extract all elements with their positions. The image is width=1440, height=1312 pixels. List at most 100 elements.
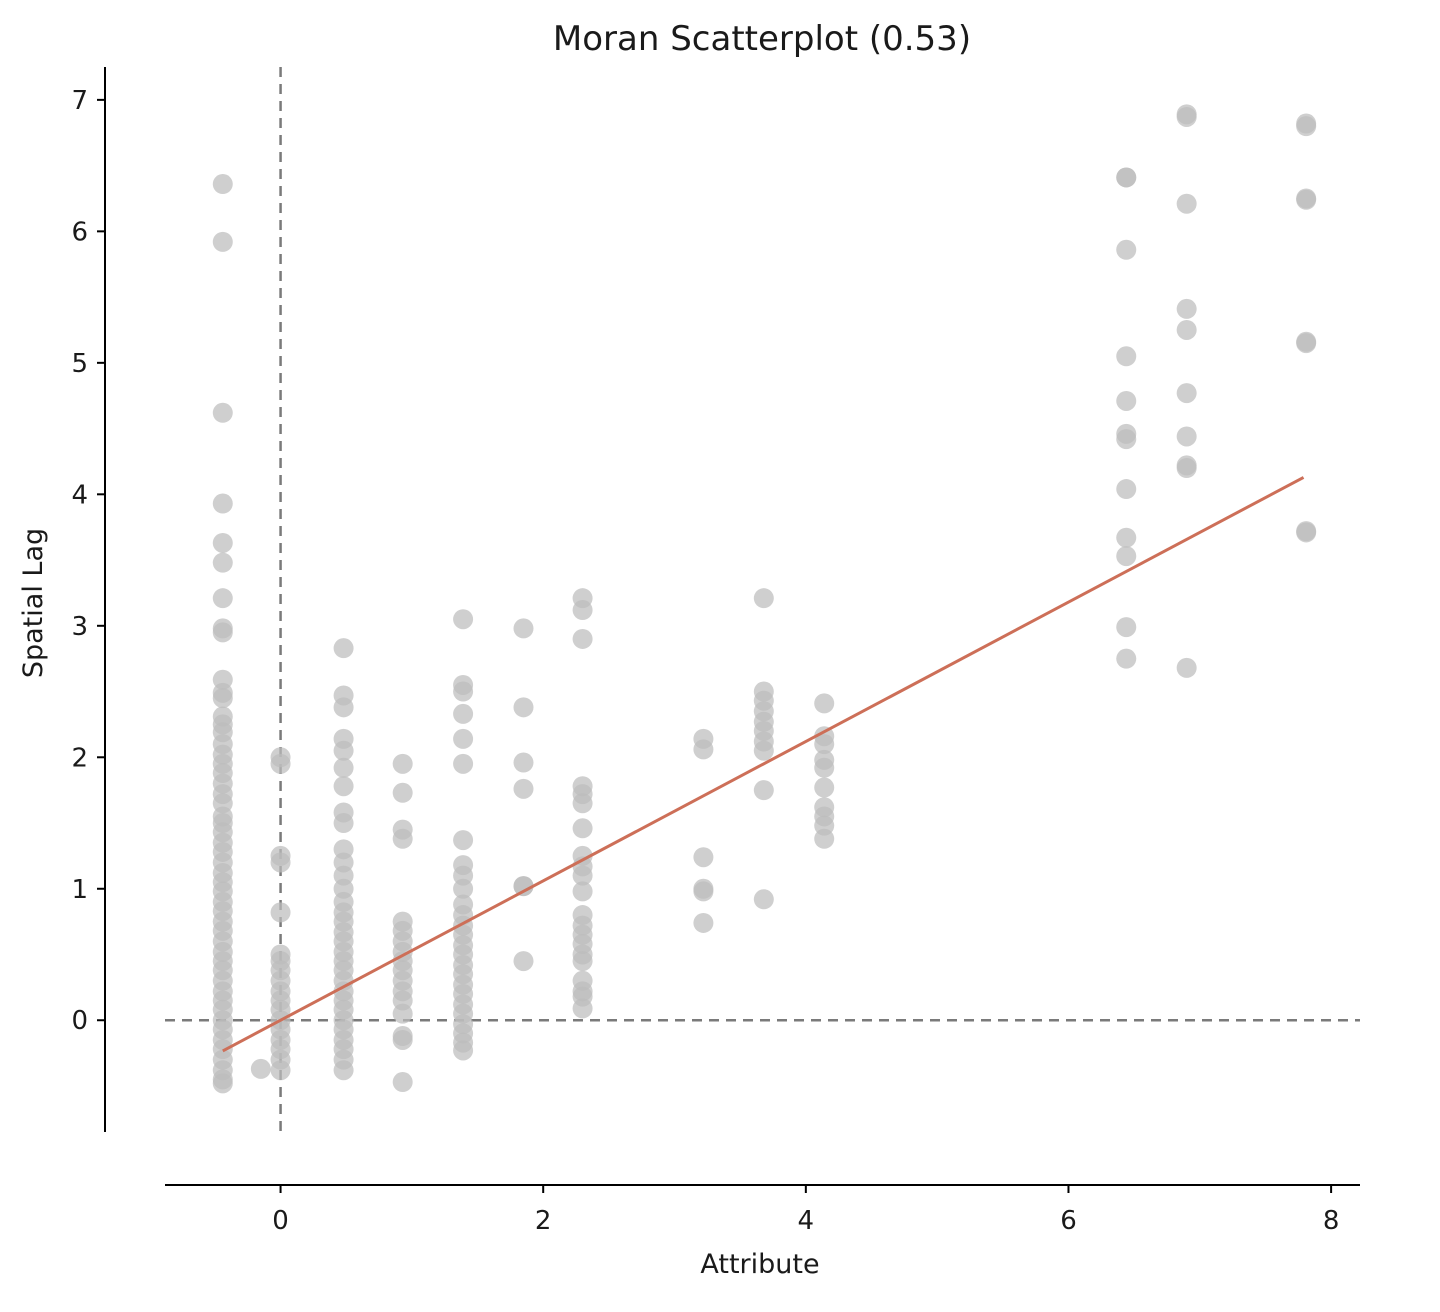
x-axis-label: Attribute xyxy=(700,1249,819,1280)
data-point xyxy=(453,681,474,702)
chart-title: Moran Scatterplot (0.53) xyxy=(553,19,971,59)
data-point xyxy=(453,753,474,774)
data-point xyxy=(693,912,714,933)
data-point xyxy=(453,703,474,724)
y-tick-label: 0 xyxy=(71,1006,88,1036)
data-point xyxy=(333,1060,354,1081)
data-point xyxy=(212,622,233,643)
data-point xyxy=(1176,106,1197,127)
data-point xyxy=(753,889,774,910)
data-point xyxy=(1176,319,1197,340)
data-point xyxy=(212,402,233,423)
data-point xyxy=(270,1060,291,1081)
x-tick-label: 0 xyxy=(272,1206,289,1236)
data-point xyxy=(1296,522,1317,543)
data-point xyxy=(693,881,714,902)
regression-line xyxy=(222,476,1305,1053)
data-point xyxy=(1116,390,1137,411)
data-point xyxy=(453,728,474,749)
data-point xyxy=(513,778,534,799)
data-point xyxy=(814,777,835,798)
data-point xyxy=(753,780,774,801)
data-point xyxy=(572,628,593,649)
data-point xyxy=(1176,193,1197,214)
data-point xyxy=(212,688,233,709)
y-tick-label: 4 xyxy=(71,480,88,510)
data-point xyxy=(212,493,233,514)
x-tick-label: 2 xyxy=(535,1206,552,1236)
data-point xyxy=(572,600,593,621)
data-point xyxy=(333,638,354,659)
data-point xyxy=(814,828,835,849)
data-point xyxy=(1296,189,1317,210)
data-point xyxy=(814,734,835,755)
data-point xyxy=(453,878,474,899)
data-point xyxy=(572,881,593,902)
data-point xyxy=(212,588,233,609)
data-point xyxy=(1176,383,1197,404)
data-point xyxy=(392,1029,413,1050)
data-point xyxy=(1116,617,1137,638)
data-point xyxy=(270,753,291,774)
y-tick-label: 7 xyxy=(71,86,88,116)
x-ticks: 0 2 4 6 8 xyxy=(272,1185,1339,1236)
data-point xyxy=(333,740,354,761)
data-point xyxy=(693,847,714,868)
data-point xyxy=(572,951,593,972)
x-tick-label: 4 xyxy=(798,1206,815,1236)
data-point xyxy=(1116,527,1137,548)
data-point xyxy=(1116,346,1137,367)
data-point xyxy=(392,782,413,803)
data-point xyxy=(753,740,774,761)
data-point xyxy=(1296,116,1317,137)
scatter-points xyxy=(212,104,1317,1094)
data-point xyxy=(1296,333,1317,354)
data-point xyxy=(392,1003,413,1024)
data-point xyxy=(333,813,354,834)
data-point xyxy=(212,532,233,553)
data-point xyxy=(392,753,413,774)
data-point xyxy=(333,776,354,797)
y-ticks: 0 1 2 3 4 5 6 7 xyxy=(71,86,105,1036)
data-point xyxy=(453,830,474,851)
y-tick-label: 1 xyxy=(71,875,88,905)
data-point xyxy=(572,998,593,1019)
data-point xyxy=(513,697,534,718)
y-tick-label: 5 xyxy=(71,349,88,379)
x-axis: 0 2 4 6 8 xyxy=(165,1184,1360,1236)
data-point xyxy=(453,609,474,630)
data-point xyxy=(1176,657,1197,678)
y-axis: 0 1 2 3 4 5 6 7 xyxy=(71,67,106,1132)
data-point xyxy=(572,818,593,839)
data-point xyxy=(513,951,534,972)
data-point xyxy=(572,865,593,886)
data-point xyxy=(212,174,233,195)
data-point xyxy=(1176,426,1197,447)
data-point xyxy=(392,828,413,849)
data-point xyxy=(1176,298,1197,319)
data-point xyxy=(333,697,354,718)
data-point xyxy=(1116,167,1137,188)
data-point xyxy=(333,757,354,778)
data-point xyxy=(513,876,534,897)
data-point xyxy=(513,618,534,639)
data-point xyxy=(1176,455,1197,476)
data-point xyxy=(693,739,714,760)
data-point xyxy=(212,552,233,573)
data-point xyxy=(814,757,835,778)
data-point xyxy=(212,1073,233,1094)
y-axis-label: Spatial Lag xyxy=(18,528,49,678)
y-tick-label: 2 xyxy=(71,743,88,773)
data-point xyxy=(1116,239,1137,260)
data-point xyxy=(1116,429,1137,450)
data-point xyxy=(1116,479,1137,500)
data-point xyxy=(392,1072,413,1093)
data-point xyxy=(270,902,291,923)
data-point xyxy=(212,231,233,252)
data-point xyxy=(250,1058,271,1079)
data-point xyxy=(572,793,593,814)
data-point xyxy=(1116,546,1137,567)
data-point xyxy=(1116,648,1137,669)
y-tick-label: 6 xyxy=(71,217,88,247)
